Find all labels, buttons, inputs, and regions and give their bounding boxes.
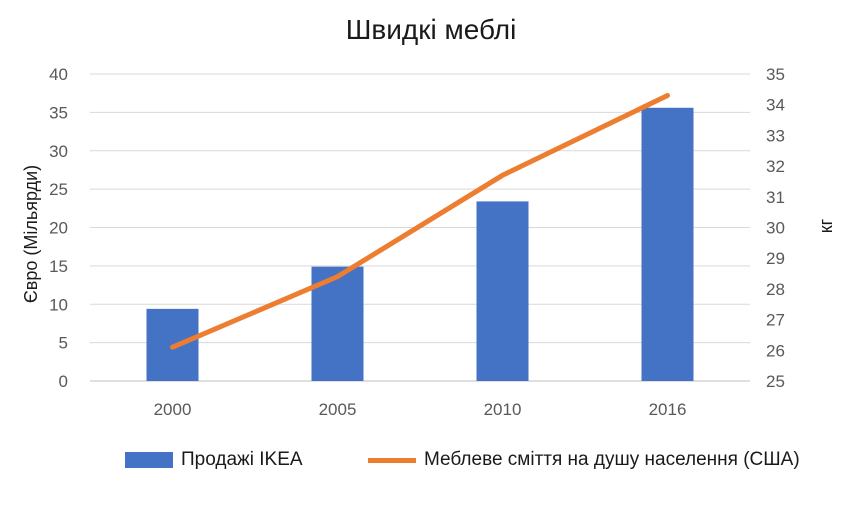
y-axis-title-right: кг: [816, 218, 836, 233]
x-tick-label: 2016: [649, 400, 687, 419]
y-tick-label-right: 26: [766, 341, 785, 360]
y-tick-label-left: 20: [49, 219, 68, 238]
right-axis-ticks: 25 26 27 28 29 30 31 32 33 34 35: [766, 65, 785, 391]
y-tick-label-left: 5: [59, 334, 68, 353]
y-tick-label-right: 25: [766, 372, 785, 391]
legend-swatch-line: [368, 457, 416, 463]
y-tick-label-right: 35: [766, 65, 785, 84]
chart-title: Швидкі меблі: [345, 14, 517, 45]
y-tick-label-left: 10: [49, 295, 68, 314]
legend-label-bar: Продажі IKEA: [181, 449, 303, 470]
y-tick-label-right: 31: [766, 188, 785, 207]
y-tick-label-right: 28: [766, 280, 785, 299]
y-axis-title-left: Євро (Мільярди): [21, 165, 41, 303]
x-axis-ticks: 2000 2005 2010 2016: [154, 400, 687, 419]
gridlines: [90, 73, 750, 382]
series-line: [170, 92, 670, 350]
line-series: [170, 92, 670, 350]
y-tick-label-left: 40: [49, 65, 68, 84]
y-tick-label-right: 32: [766, 157, 785, 176]
y-tick-label-left: 35: [49, 103, 68, 122]
legend-label-line: Меблеве сміття на душу населення (США): [424, 449, 800, 470]
y-tick-label-right: 33: [766, 126, 785, 145]
y-tick-label-right: 34: [766, 96, 785, 115]
y-tick-label-right: 27: [766, 311, 785, 330]
y-tick-label-left: 25: [49, 180, 68, 199]
x-tick-label: 2005: [319, 400, 357, 419]
legend-swatch-bar: [125, 452, 173, 468]
left-axis-ticks: 0 5 10 15 20 25 30 35 40: [49, 65, 68, 391]
legend-item-line: Меблеве сміття на душу населення (США): [368, 447, 800, 473]
legend-item-bar: Продажі IKEA: [125, 447, 303, 473]
x-tick-label: 2000: [154, 400, 192, 419]
y-tick-label-left: 30: [49, 142, 68, 161]
bar: [476, 201, 529, 381]
x-tick-label: 2010: [484, 400, 522, 419]
y-tick-label-right: 29: [766, 249, 785, 268]
y-tick-label-left: 15: [49, 257, 68, 276]
y-tick-label-right: 30: [766, 219, 785, 238]
bar: [641, 107, 694, 382]
y-tick-label-left: 0: [59, 372, 68, 391]
bar-series: [146, 107, 694, 382]
